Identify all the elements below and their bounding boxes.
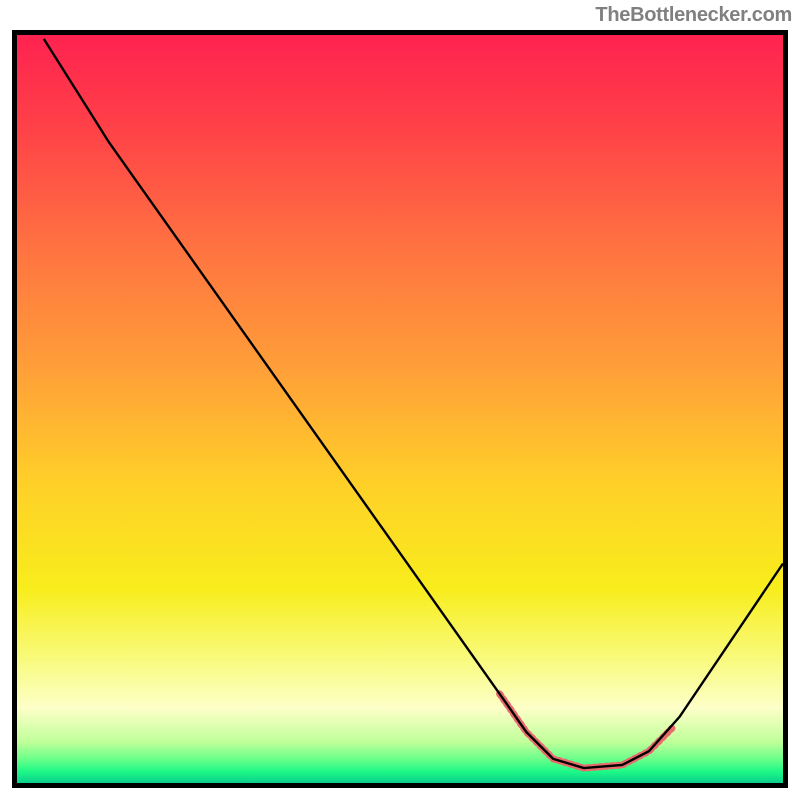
watermark-text: TheBottlenecker.com — [595, 4, 792, 27]
bottleneck-curve — [44, 39, 783, 768]
chart-plot-area — [12, 30, 788, 788]
chart-container: { "watermark": { "text": "TheBottlenecke… — [0, 0, 800, 800]
chart-svg-layer — [17, 35, 783, 788]
